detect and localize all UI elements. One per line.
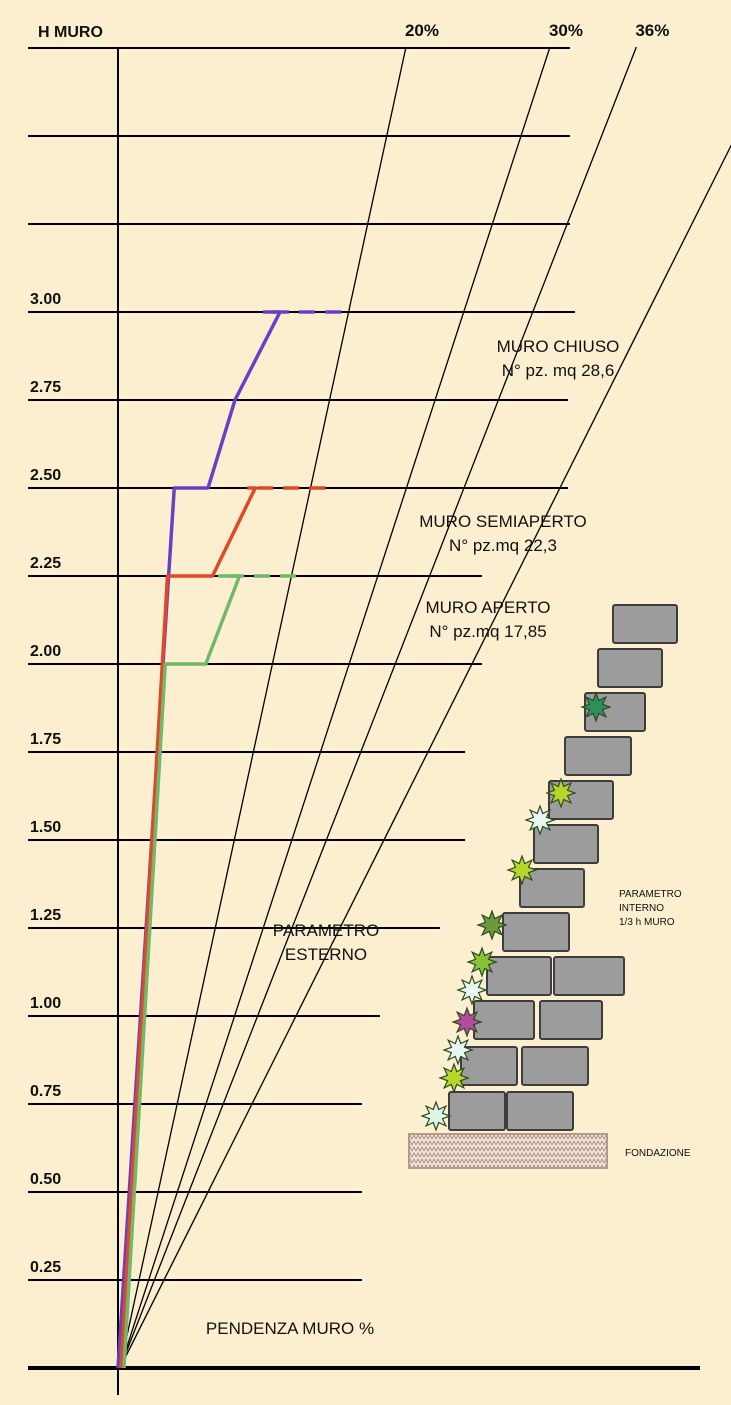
- y-tick-label: 2.75: [30, 379, 61, 396]
- plant-icon: [476, 909, 508, 941]
- y-tick-label: 1.75: [30, 731, 61, 748]
- plant-icon: [545, 777, 577, 809]
- parametro-esterno-line1: PARAMETRO: [273, 921, 379, 940]
- wall-block: [539, 1000, 603, 1040]
- wall-block: [553, 956, 625, 996]
- y-tick-label: 1.50: [30, 819, 61, 836]
- foundation-footing: [408, 1133, 608, 1169]
- plant-leaf: [524, 804, 556, 836]
- wall-block: [486, 956, 552, 996]
- wall-block: [506, 1091, 574, 1131]
- slope-labels: 20%30%36%46%: [405, 21, 669, 40]
- slope-line: [119, 144, 731, 1369]
- plant-leaf: [580, 691, 612, 723]
- plant-icon: [524, 804, 556, 836]
- series-lines: [116, 310, 343, 1369]
- plant-leaf: [545, 777, 577, 809]
- parametro-interno-line1: PARAMETRO: [619, 889, 682, 900]
- x-axis-label: PENDENZA MURO %: [206, 1319, 374, 1338]
- plant-leaf: [456, 974, 488, 1006]
- y-tick-label: 0.25: [30, 1259, 61, 1276]
- plant-leaf: [506, 854, 538, 886]
- slope-line: [119, 46, 637, 1369]
- y-tick-label: 1.00: [30, 995, 61, 1012]
- plant-icon: [442, 1034, 474, 1066]
- series-detail-muro-aperto: N° pz.mq 17,85: [429, 622, 546, 641]
- wall-block: [612, 604, 678, 644]
- axes: [28, 47, 700, 1395]
- y-tick-label: 0.75: [30, 1083, 61, 1100]
- plant-icon: [580, 691, 612, 723]
- fondazione-label: FONDAZIONE: [625, 1148, 691, 1159]
- wall-block: [519, 868, 585, 908]
- slope-line: [119, 46, 407, 1369]
- series-detail-muro-semiaperto: N° pz.mq 22,3: [449, 536, 557, 555]
- y-tick-label: 2.25: [30, 555, 61, 572]
- plant-icon: [456, 974, 488, 1006]
- y-tick-label: 3.00: [30, 291, 61, 308]
- plant-icon: [420, 1100, 452, 1132]
- y-tick-label: 2.00: [30, 643, 61, 660]
- block-wall-illustration: [408, 604, 678, 1169]
- series-label-muro-semiaperto: MURO SEMIAPERTO: [419, 512, 587, 531]
- slope-line: [119, 46, 551, 1369]
- wall-block: [502, 912, 570, 952]
- wall-block: [521, 1046, 589, 1086]
- plant-icon: [438, 1062, 470, 1094]
- y-tick-label: 1.25: [30, 907, 61, 924]
- wall-block: [448, 1091, 506, 1131]
- wall-plants: [420, 691, 612, 1132]
- slope-lines: [119, 46, 731, 1369]
- series-label-muro-aperto: MURO APERTO: [425, 598, 550, 617]
- series-label-muro-chiuso: MURO CHIUSO: [497, 337, 620, 356]
- plant-icon: [466, 946, 498, 978]
- wall-block: [564, 736, 632, 776]
- wall-blocks: [448, 604, 678, 1131]
- y-tick-label: 2.50: [30, 467, 61, 484]
- plant-icon: [506, 854, 538, 886]
- slope-label: 20%: [405, 21, 439, 40]
- wall-block: [597, 648, 663, 688]
- plant-leaf: [451, 1006, 483, 1038]
- wall-block: [460, 1046, 518, 1086]
- series-line: [122, 574, 242, 1369]
- slope-label: 36%: [635, 21, 669, 40]
- plant-leaf: [420, 1100, 452, 1132]
- y-tick-label: 0.50: [30, 1171, 61, 1188]
- plant-leaf: [442, 1034, 474, 1066]
- parametro-interno-line2: INTERNO: [619, 903, 664, 914]
- series-line: [119, 486, 257, 1369]
- plant-leaf: [466, 946, 498, 978]
- slope-label: 30%: [549, 21, 583, 40]
- plant-leaf: [476, 909, 508, 941]
- parametro-esterno-line2: ESTERNO: [285, 945, 367, 964]
- parametro-interno-line3: 1/3 h MURO: [619, 917, 675, 928]
- y-axis-label: H MURO: [38, 24, 103, 41]
- y-tick-labels: 0.25 0.50 0.75 1.00 1.25 1.50 1.75 2.00 2.25 2.50…: [30, 291, 61, 1276]
- series-detail-muro-chiuso: N° pz. mq 28,6: [502, 361, 615, 380]
- wall-block: [473, 1000, 535, 1040]
- plant-icon: [451, 1006, 483, 1038]
- plant-leaf: [438, 1062, 470, 1094]
- wall-block: [533, 824, 599, 864]
